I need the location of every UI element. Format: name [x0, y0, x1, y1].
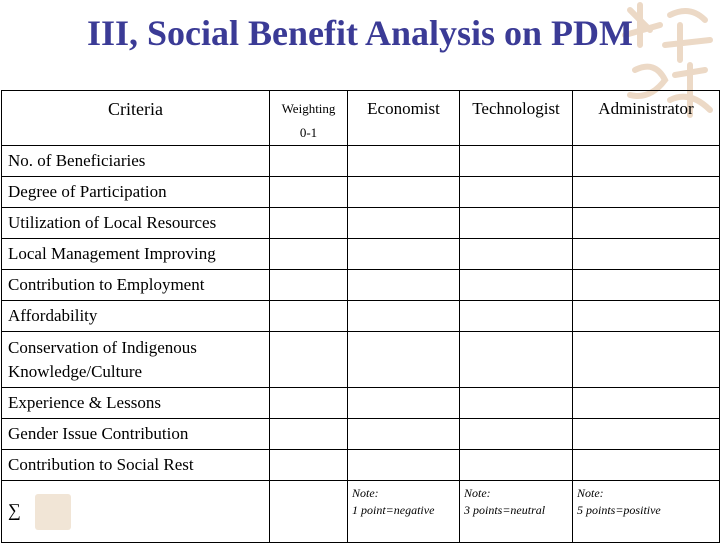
economist-cell	[347, 176, 460, 208]
weighting-cell	[269, 300, 348, 332]
weighting-cell	[269, 331, 348, 388]
criteria-cell: Affordability	[1, 300, 270, 332]
criteria-cell: Gender Issue Contribution	[1, 418, 270, 450]
table-row: Degree of Participation	[1, 176, 720, 208]
technologist-cell	[459, 331, 573, 388]
header-weighting-label: Weighting	[281, 101, 336, 116]
seal-stamp-icon	[35, 493, 72, 530]
economist-cell	[347, 207, 460, 239]
economist-cell	[347, 300, 460, 332]
technologist-cell	[459, 145, 573, 177]
technologist-cell	[459, 176, 573, 208]
sum-cell: ∑	[1, 480, 270, 543]
criteria-cell: Local Management Improving	[1, 238, 270, 270]
economist-cell	[347, 418, 460, 450]
economist-cell	[347, 449, 460, 481]
table-row: No. of Beneficiaries	[1, 145, 720, 177]
header-administrator: Administrator	[572, 90, 720, 146]
administrator-cell	[572, 418, 720, 450]
economist-cell	[347, 387, 460, 419]
technologist-cell	[459, 418, 573, 450]
note-label: Note:	[464, 486, 491, 500]
criteria-cell: Contribution to Social Rest	[1, 449, 270, 481]
table-row: Local Management Improving	[1, 238, 720, 270]
note-economist: Note: 1 point=negative	[347, 480, 460, 543]
header-weighting: Weighting 0-1	[269, 90, 348, 146]
technologist-cell	[459, 238, 573, 270]
header-criteria: Criteria	[1, 90, 270, 146]
economist-cell	[347, 238, 460, 270]
weighting-cell	[269, 176, 348, 208]
note-text: 5 points=positive	[577, 503, 661, 517]
table-row: Affordability	[1, 300, 720, 332]
table-row: Gender Issue Contribution	[1, 418, 720, 450]
weighting-cell	[269, 207, 348, 239]
weighting-cell	[269, 449, 348, 481]
table-row: Conservation of Indigenous Knowledge/Cul…	[1, 331, 720, 388]
economist-cell	[347, 269, 460, 301]
economist-cell	[347, 145, 460, 177]
criteria-cell: Conservation of Indigenous Knowledge/Cul…	[1, 331, 270, 388]
page-title: III, Social Benefit Analysis on PDM	[86, 13, 634, 53]
technologist-cell	[459, 269, 573, 301]
note-technologist: Note: 3 points=neutral	[459, 480, 573, 543]
weighting-cell	[269, 418, 348, 450]
note-text: 3 points=neutral	[464, 503, 546, 517]
criteria-cell: Experience & Lessons	[1, 387, 270, 419]
table-row: Contribution to Employment	[1, 269, 720, 301]
note-label: Note:	[577, 486, 604, 500]
technologist-cell	[459, 300, 573, 332]
sum-symbol: ∑	[8, 499, 21, 520]
technologist-cell	[459, 387, 573, 419]
header-technologist: Technologist	[459, 90, 573, 146]
table-row: Contribution to Social Rest	[1, 449, 720, 481]
note-administrator: Note: 5 points=positive	[572, 480, 720, 543]
technologist-cell	[459, 207, 573, 239]
header-row: Criteria Weighting 0-1 Economist Technol…	[1, 90, 720, 146]
header-weighting-range: 0-1	[299, 125, 318, 140]
criteria-cell: Degree of Participation	[1, 176, 270, 208]
administrator-cell	[572, 300, 720, 332]
table-row: Experience & Lessons	[1, 387, 720, 419]
administrator-cell	[572, 238, 720, 270]
administrator-cell	[572, 387, 720, 419]
weighting-cell	[269, 145, 348, 177]
administrator-cell	[572, 269, 720, 301]
economist-cell	[347, 331, 460, 388]
table-row: Utilization of Local Resources	[1, 207, 720, 239]
weighting-sum-cell	[269, 480, 348, 543]
criteria-cell: Contribution to Employment	[1, 269, 270, 301]
administrator-cell	[572, 207, 720, 239]
sum-row: ∑ Note: 1 point=negative Note: 3 points=…	[1, 480, 720, 543]
technologist-cell	[459, 449, 573, 481]
note-label: Note:	[352, 486, 379, 500]
criteria-cell: No. of Beneficiaries	[1, 145, 270, 177]
weighting-cell	[269, 269, 348, 301]
administrator-cell	[572, 145, 720, 177]
administrator-cell	[572, 176, 720, 208]
weighting-cell	[269, 387, 348, 419]
note-text: 1 point=negative	[352, 503, 435, 517]
administrator-cell	[572, 449, 720, 481]
header-economist: Economist	[347, 90, 460, 146]
criteria-cell: Utilization of Local Resources	[1, 207, 270, 239]
criteria-table: Criteria Weighting 0-1 Economist Technol…	[1, 90, 720, 543]
administrator-cell	[572, 331, 720, 388]
weighting-cell	[269, 238, 348, 270]
